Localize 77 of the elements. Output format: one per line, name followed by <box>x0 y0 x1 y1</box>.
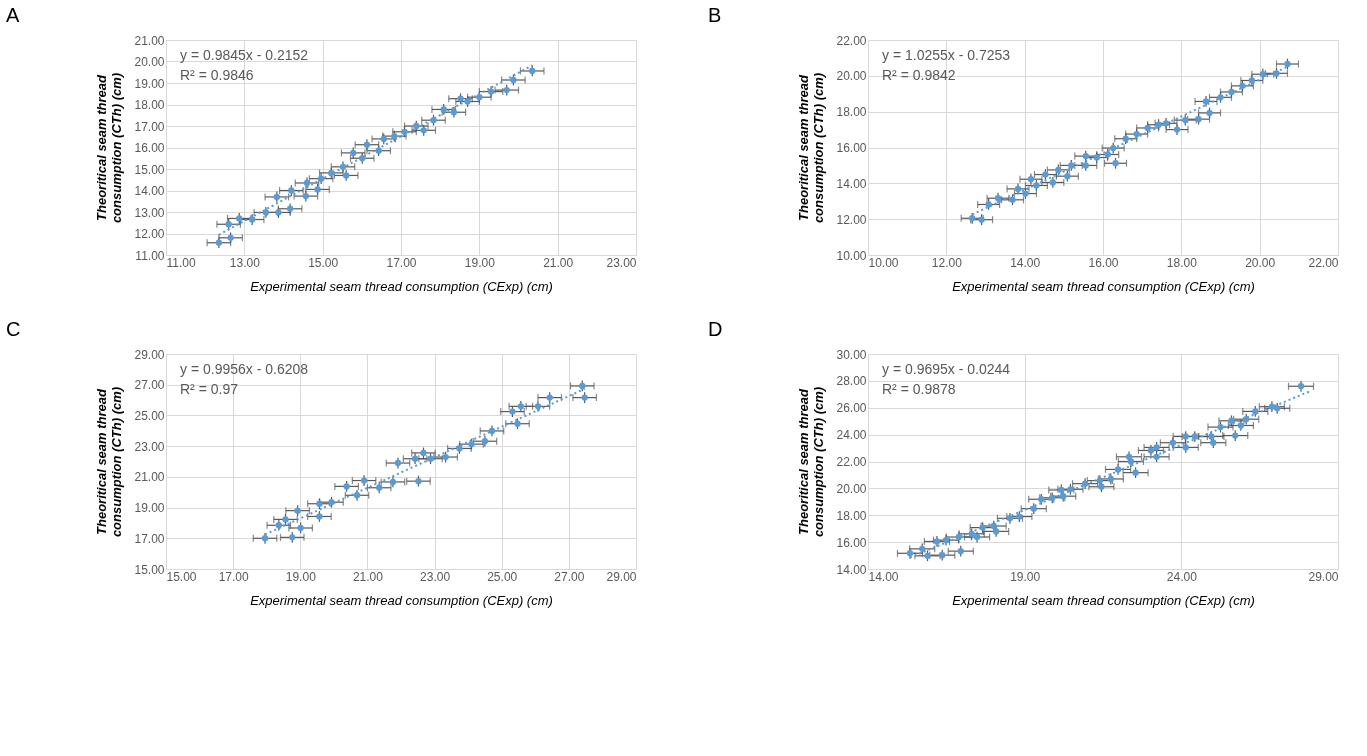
chart-title: C <box>5 318 21 340</box>
annotation: y = 0.9956x - 0.6208 <box>180 361 309 377</box>
y-tick-label: 29.00 <box>134 347 165 362</box>
x-tick-label: 11.00 <box>166 255 196 270</box>
y-tick-label: 19.00 <box>134 76 165 91</box>
y-tick-label: 23.00 <box>134 439 165 454</box>
y-axis-title: Theoritical seam thread consumption (CTh) (cm) <box>94 386 125 538</box>
y-tick-label: 20.00 <box>836 481 867 496</box>
x-tick-label: 10.00 <box>868 255 899 270</box>
y-tick-label: 12.00 <box>134 227 165 241</box>
annotation: y = 0.9845x - 0.2152 <box>180 47 309 63</box>
annotation: y = 1.0255x - 0.7253 <box>882 47 1011 63</box>
x-tick-label: 24.00 <box>1166 569 1198 584</box>
y-tick-label: 16.00 <box>836 141 867 155</box>
x-tick-label: 27.00 <box>554 569 585 584</box>
annotation: R² = 0.97 <box>180 381 239 397</box>
y-axis-title: Theoritical seam thread consumption (CTh) (cm) <box>796 386 827 538</box>
y-tick-label: 14.00 <box>836 176 867 191</box>
y-tick-label: 14.00 <box>134 184 165 198</box>
y-tick-label: 24.00 <box>836 428 867 443</box>
x-tick-label: 29.00 <box>606 569 637 584</box>
x-tick-label: 19.00 <box>1010 569 1041 584</box>
x-tick-label: 19.00 <box>285 569 317 584</box>
y-tick-label: 18.00 <box>836 105 867 120</box>
y-tick-label: 27.00 <box>134 378 165 393</box>
y-tick-label: 19.00 <box>134 501 165 516</box>
x-tick-label: 17.00 <box>218 569 249 584</box>
x-tick-label: 15.00 <box>166 569 197 584</box>
chart-title: B <box>707 4 722 26</box>
x-axis-title: Experimental seam thread consumption (CExp) (cm) <box>250 592 553 608</box>
annotation: R² = 0.9842 <box>882 67 956 83</box>
annotation: R² = 0.9846 <box>180 67 254 83</box>
y-tick-label: 28.00 <box>836 374 867 389</box>
y-tick-label: 16.00 <box>836 535 867 550</box>
x-axis-title: Experimental seam thread consumption (CExp) (cm) <box>952 592 1255 608</box>
x-tick-label: 14.00 <box>1010 255 1041 270</box>
y-tick-label: 20.00 <box>134 55 165 69</box>
x-tick-label: 20.00 <box>1245 255 1276 270</box>
y-tick-label: 17.00 <box>134 119 165 134</box>
y-axis-title: Theoritical seam thread consumption (CTh) (cm) <box>94 72 125 224</box>
x-tick-label: 21.00 <box>352 569 384 584</box>
y-tick-label: 15.00 <box>134 162 165 177</box>
y-tick-label: 13.00 <box>134 205 165 220</box>
x-tick-label: 13.00 <box>229 255 261 270</box>
y-axis-title: Theoritical seam thread consumption (CTh) (cm) <box>796 72 827 224</box>
x-tick-label: 17.00 <box>386 255 417 270</box>
x-tick-label: 16.00 <box>1088 255 1119 270</box>
x-tick-label: 19.00 <box>464 255 496 270</box>
x-tick-label: 14.00 <box>868 569 899 584</box>
y-tick-label: 21.00 <box>134 33 165 48</box>
annotation: R² = 0.9878 <box>882 381 956 397</box>
x-axis-title: Experimental seam thread consumption (CExp) (cm) <box>250 278 553 294</box>
annotation: y = 0.9695x - 0.0244 <box>882 361 1011 377</box>
y-tick-label: 18.00 <box>134 98 165 112</box>
x-tick-label: 15.00 <box>308 255 339 270</box>
y-tick-label: 16.00 <box>134 141 165 155</box>
x-tick-label: 12.00 <box>931 255 963 270</box>
chart-title: A <box>5 4 20 26</box>
y-tick-label: 30.00 <box>836 347 867 362</box>
chart-title: D <box>707 318 723 340</box>
x-tick-label: 21.00 <box>543 255 574 270</box>
y-tick-label: 18.00 <box>836 508 867 523</box>
y-tick-label: 17.00 <box>134 531 165 546</box>
x-axis-title: Experimental seam thread consumption (CExp) (cm) <box>952 278 1255 294</box>
y-tick-label: 20.00 <box>836 69 867 84</box>
y-tick-label: 25.00 <box>134 408 165 423</box>
y-tick-label: 26.00 <box>836 401 867 416</box>
y-tick-label: 21.00 <box>134 470 165 485</box>
x-tick-label: 29.00 <box>1308 569 1339 584</box>
x-tick-label: 23.00 <box>606 255 637 270</box>
x-tick-label: 25.00 <box>487 569 518 584</box>
x-tick-label: 22.00 <box>1308 255 1339 270</box>
y-tick-label: 22.00 <box>836 33 867 48</box>
x-tick-label: 18.00 <box>1166 255 1198 270</box>
y-tick-label: 12.00 <box>836 212 867 227</box>
x-tick-label: 23.00 <box>420 569 451 584</box>
y-tick-label: 22.00 <box>836 455 867 469</box>
